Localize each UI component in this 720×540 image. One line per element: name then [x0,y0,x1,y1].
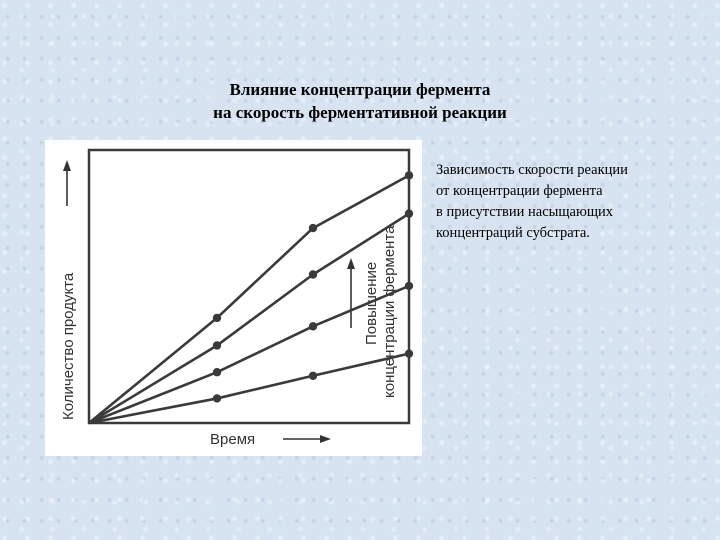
chart-figure: Количество продукта Время Повышение конц… [45,140,422,456]
y-axis-arrowhead-icon [63,160,71,171]
series-layer: 1x2x3x4x [88,171,414,425]
data-point-3x-3 [404,209,414,218]
x-axis-label: Время [210,431,255,448]
series-line-4x [88,174,410,425]
title-line-1: Влияние концентрации фермента [229,80,491,99]
data-point-2x-2 [308,322,318,331]
series-line-1x [88,352,410,425]
data-point-1x-2 [308,371,318,380]
line-chart: Количество продукта Время Повышение конц… [60,148,414,448]
data-point-4x-3 [404,171,414,180]
data-point-1x-1 [212,394,222,403]
data-point-3x-2 [308,270,318,279]
caption-line-4: концентраций субстрата. [436,225,590,241]
data-point-2x-3 [404,281,414,291]
caption-line-2: от концентрации фермента [436,183,603,199]
slide-title: Влияние концентрации фермента на скорост… [150,78,570,124]
x-axis-arrowhead-icon [320,435,331,443]
series-line-3x [88,212,410,425]
series-line-2x [88,284,410,425]
data-point-4x-1 [212,313,222,323]
data-point-1x-3 [404,349,414,358]
caption-line-1: Зависимость скорости реакции [436,162,628,178]
side-label-line-1: Повышение [363,262,380,345]
side-arrowhead-icon [347,258,355,269]
data-point-4x-2 [308,223,318,233]
caption: Зависимость скорости реакции от концентр… [436,160,706,244]
title-line-2: на скорость ферментативной реакции [213,103,507,122]
data-point-3x-1 [212,341,222,350]
side-label-line-2: концентрации фермента [381,225,398,398]
y-axis-label: Количество продукта [60,272,77,420]
caption-line-3: в присутствии насыщающих [436,204,613,220]
data-point-2x-1 [212,368,222,377]
